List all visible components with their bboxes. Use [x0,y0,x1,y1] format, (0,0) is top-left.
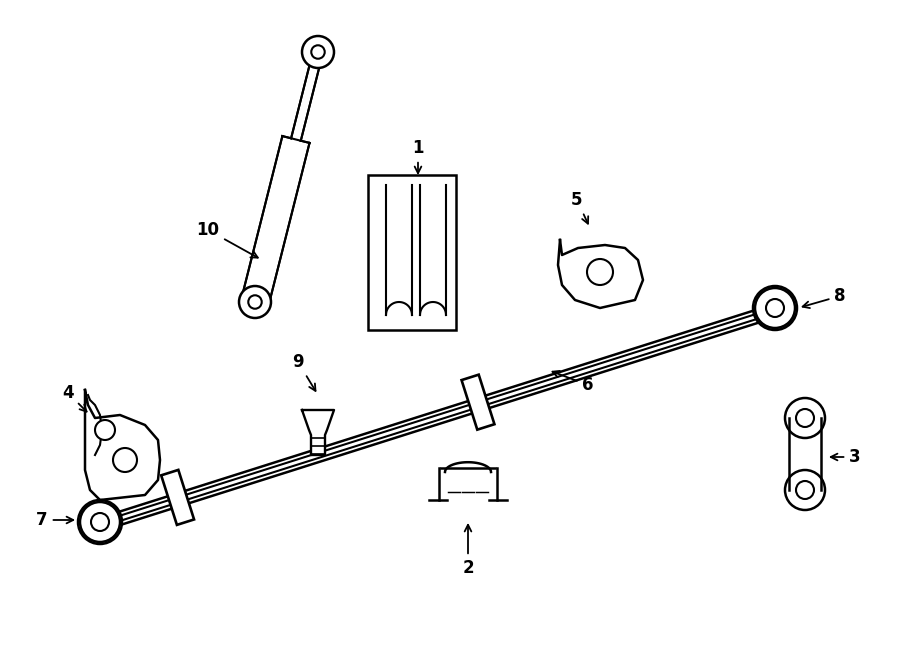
Text: 1: 1 [412,139,424,173]
Polygon shape [302,410,334,455]
Text: 8: 8 [803,287,846,308]
Circle shape [753,286,797,330]
Text: 6: 6 [553,371,594,394]
Bar [368,175,456,330]
Circle shape [95,420,115,440]
Text: 7: 7 [36,511,73,529]
Circle shape [113,448,137,472]
Polygon shape [789,418,821,490]
Polygon shape [85,390,160,500]
Polygon shape [558,240,643,308]
Bar [462,375,494,430]
Circle shape [80,502,120,542]
Text: 9: 9 [292,353,316,391]
Circle shape [78,500,122,544]
Circle shape [785,470,825,510]
Circle shape [239,286,271,318]
Text: 5: 5 [572,191,589,223]
Text: 2: 2 [463,525,473,577]
Circle shape [785,398,825,438]
Bar [161,470,194,525]
Text: 3: 3 [831,448,860,466]
Circle shape [755,288,795,328]
Polygon shape [241,136,310,305]
Circle shape [587,259,613,285]
Text: 10: 10 [196,221,257,258]
Polygon shape [291,51,323,141]
Text: 4: 4 [62,384,86,412]
Circle shape [302,36,334,68]
